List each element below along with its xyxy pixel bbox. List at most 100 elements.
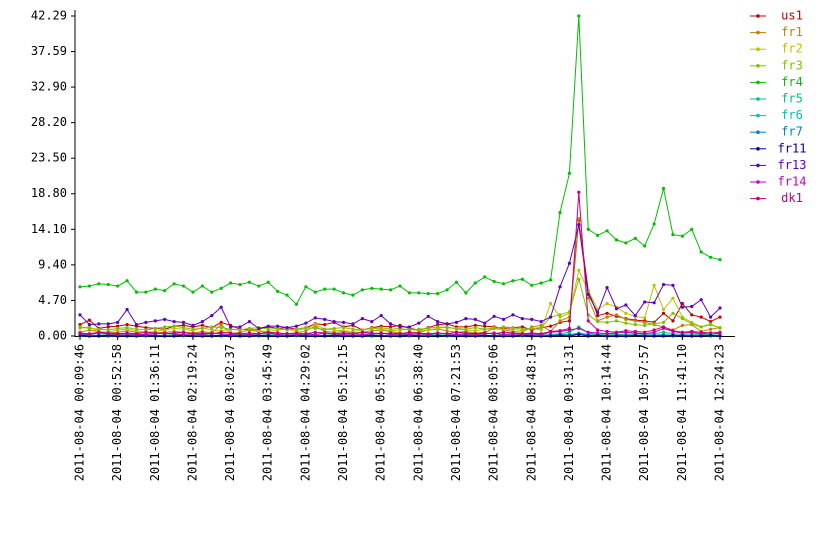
data-point bbox=[266, 324, 270, 328]
data-point bbox=[530, 334, 534, 338]
data-point bbox=[624, 311, 628, 315]
data-point bbox=[501, 332, 506, 337]
data-point bbox=[680, 305, 684, 309]
data-point bbox=[445, 326, 449, 330]
data-point bbox=[153, 331, 157, 335]
data-point bbox=[294, 324, 299, 328]
data-point bbox=[125, 334, 129, 338]
data-point bbox=[144, 330, 148, 334]
data-point bbox=[294, 327, 299, 331]
legend-marker bbox=[756, 180, 760, 184]
data-point bbox=[661, 282, 666, 287]
legend-label: fr11 bbox=[778, 141, 807, 155]
data-point bbox=[163, 332, 167, 336]
data-point bbox=[436, 292, 440, 296]
data-point bbox=[558, 285, 562, 289]
data-point bbox=[671, 233, 675, 237]
data-point bbox=[219, 330, 223, 334]
data-point bbox=[78, 325, 82, 329]
data-point bbox=[163, 325, 167, 329]
data-point bbox=[360, 288, 364, 292]
data-point bbox=[332, 287, 336, 291]
data-point bbox=[511, 326, 515, 330]
data-point bbox=[680, 316, 684, 321]
data-point bbox=[172, 331, 176, 335]
data-point bbox=[125, 279, 129, 283]
data-point bbox=[539, 332, 543, 336]
data-point bbox=[605, 329, 609, 334]
data-point bbox=[106, 331, 110, 335]
data-point bbox=[172, 320, 176, 324]
data-point bbox=[134, 332, 139, 336]
data-point bbox=[313, 323, 317, 327]
data-point bbox=[596, 331, 600, 335]
data-point bbox=[351, 329, 355, 334]
data-point bbox=[285, 332, 289, 336]
data-point bbox=[379, 287, 383, 291]
data-point bbox=[708, 323, 713, 327]
data-point bbox=[605, 320, 609, 324]
data-point bbox=[614, 313, 619, 317]
data-point bbox=[624, 334, 628, 338]
data-point bbox=[652, 301, 656, 305]
data-point bbox=[313, 332, 317, 337]
y-tick-label: 4.70 bbox=[38, 293, 67, 307]
data-point bbox=[323, 323, 327, 327]
data-point bbox=[464, 331, 468, 335]
data-point bbox=[464, 316, 468, 321]
data-point bbox=[661, 307, 666, 312]
data-point bbox=[614, 238, 619, 242]
data-point bbox=[106, 328, 110, 332]
data-point bbox=[341, 331, 346, 335]
series-line bbox=[79, 220, 721, 331]
data-point bbox=[78, 313, 82, 317]
data-point bbox=[200, 320, 204, 324]
data-point bbox=[398, 332, 402, 336]
data-point bbox=[426, 326, 430, 331]
data-point bbox=[558, 333, 562, 337]
data-point bbox=[426, 332, 430, 336]
data-point bbox=[266, 334, 270, 338]
data-point bbox=[407, 325, 412, 329]
data-point bbox=[454, 320, 459, 324]
legend-label: fr4 bbox=[781, 75, 803, 89]
data-point bbox=[473, 281, 477, 285]
data-point bbox=[718, 334, 722, 338]
data-point bbox=[134, 327, 139, 331]
data-point bbox=[483, 324, 487, 328]
data-point bbox=[718, 306, 722, 310]
data-point bbox=[671, 329, 675, 333]
data-point bbox=[210, 332, 214, 336]
data-point bbox=[690, 329, 694, 334]
data-point bbox=[247, 331, 252, 335]
data-point bbox=[708, 315, 713, 319]
data-point bbox=[624, 317, 628, 321]
data-point bbox=[530, 326, 534, 331]
data-point bbox=[97, 330, 101, 334]
data-point bbox=[219, 320, 223, 324]
x-tick-label: 2011-08-04 01:36:11 bbox=[148, 344, 162, 481]
data-point bbox=[238, 282, 242, 287]
legend-marker bbox=[756, 14, 760, 18]
data-point bbox=[633, 323, 637, 327]
data-point bbox=[577, 217, 581, 221]
data-point bbox=[708, 333, 713, 337]
data-point bbox=[520, 325, 524, 329]
data-point bbox=[144, 332, 148, 337]
data-point bbox=[548, 315, 553, 319]
y-tick-label: 0.00 bbox=[38, 329, 67, 343]
data-point bbox=[718, 330, 722, 334]
y-tick-label: 32.90 bbox=[31, 80, 67, 94]
legend-label: fr14 bbox=[778, 175, 807, 189]
data-point bbox=[247, 326, 252, 331]
data-point bbox=[652, 330, 656, 334]
data-point bbox=[445, 288, 449, 292]
data-point bbox=[436, 325, 440, 329]
data-point bbox=[97, 322, 101, 326]
data-point bbox=[351, 327, 355, 331]
data-point bbox=[699, 250, 703, 254]
data-point bbox=[116, 332, 120, 336]
y-tick-label: 42.29 bbox=[31, 9, 67, 23]
data-point bbox=[473, 317, 477, 321]
